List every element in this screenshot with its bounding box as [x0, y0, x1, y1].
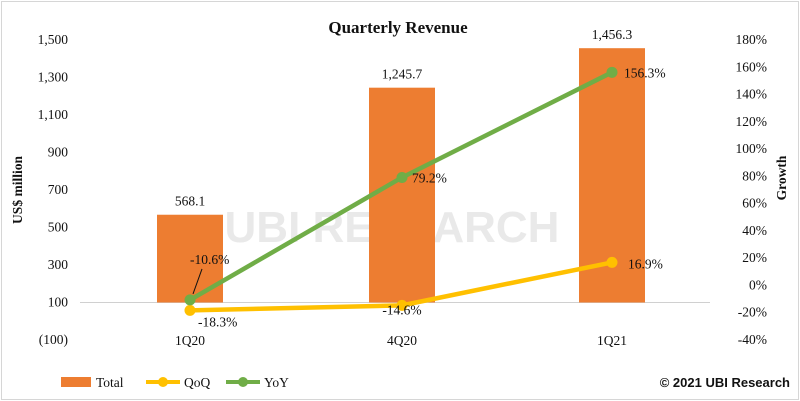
y2-tick-label: 140%	[736, 87, 768, 102]
bar-data-label: 568.1	[175, 194, 205, 209]
x-tick-label: 1Q20	[175, 333, 205, 348]
qoq-data-label: -14.6%	[382, 302, 421, 317]
y-tick-label: 300	[48, 257, 69, 272]
yoy-label-leader	[192, 268, 203, 295]
y-tick-label: 1,500	[38, 32, 69, 47]
legend-label-yoy: YoY	[264, 375, 289, 390]
y-tick-label: 100	[48, 295, 69, 310]
data-labels-group: 568.1 1,245.7 1,456.3 -18.3% -14.6% 16.9% -10.…	[175, 27, 666, 329]
bars-group	[157, 48, 645, 303]
yoy-data-label: 156.3%	[624, 65, 666, 80]
y-axis-label: US$ million	[10, 156, 25, 224]
y2-tick-label: 100%	[736, 141, 768, 156]
y2-tick-label: 120%	[736, 114, 768, 129]
y-tick-label: 900	[48, 145, 69, 160]
legend-label-qoq: QoQ	[184, 375, 210, 390]
y2-tick-label: 20%	[742, 250, 767, 265]
y2-tick-label: -20%	[738, 305, 767, 320]
legend-swatch-total	[61, 377, 91, 387]
y-tick-label: 700	[48, 182, 69, 197]
legend-marker-yoy	[238, 377, 248, 387]
bar-total	[369, 87, 435, 303]
point-qoq	[396, 299, 408, 311]
qoq-data-label: 16.9%	[628, 256, 663, 271]
y-tick-label: 1,100	[38, 107, 69, 122]
legend: Total QoQ YoY	[61, 375, 289, 390]
yoy-data-label: -10.6%	[190, 252, 229, 267]
y2-tick-label: 40%	[742, 223, 767, 238]
y-tick-label: (100)	[39, 332, 68, 347]
y-tick-label: 500	[48, 220, 69, 235]
y2-tick-label: 60%	[742, 196, 767, 211]
legend-label-total: Total	[96, 375, 124, 390]
legend-marker-qoq	[158, 377, 168, 387]
qoq-data-label: -18.3%	[198, 314, 237, 329]
chart-title: Quarterly Revenue	[328, 18, 468, 37]
left-axis-ticks: (100) 100 300 500 700 900 1,100 1,300 1,500	[38, 32, 69, 347]
right-axis-ticks: -40% -20% 0% 20% 40% 60% 80% 100% 120% 140% 160% 18…	[736, 32, 768, 347]
point-yoy	[184, 294, 196, 306]
point-qoq	[184, 304, 196, 316]
y2-tick-label: 80%	[742, 168, 767, 183]
lines-group	[184, 66, 618, 316]
y2-tick-label: 160%	[736, 59, 768, 74]
copyright: © 2021 UBI Research	[660, 375, 790, 390]
bar-data-label: 1,245.7	[382, 67, 423, 82]
point-yoy	[606, 66, 618, 78]
y2-tick-label: 180%	[736, 32, 768, 47]
y-tick-label: 1,300	[38, 70, 69, 85]
x-axis-ticks: 1Q20 4Q20 1Q21	[175, 333, 627, 348]
yoy-data-label: 79.2%	[412, 170, 447, 185]
point-yoy	[396, 171, 408, 183]
point-qoq	[606, 256, 618, 268]
y2-tick-label: -40%	[738, 332, 767, 347]
x-tick-label: 1Q21	[597, 333, 627, 348]
bar-data-label: 1,456.3	[592, 27, 633, 42]
y2-axis-label: Growth	[774, 155, 789, 200]
y2-tick-label: 0%	[749, 277, 767, 292]
x-tick-label: 4Q20	[387, 333, 417, 348]
